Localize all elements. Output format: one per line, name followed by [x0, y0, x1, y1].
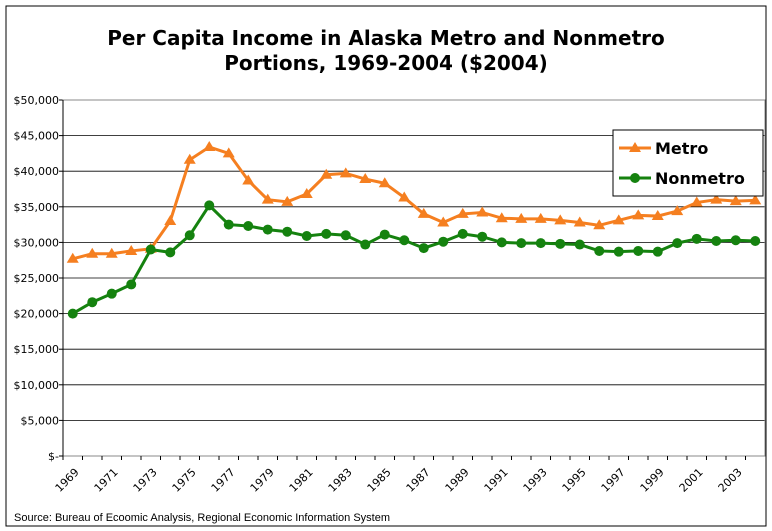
data-point [457, 228, 468, 239]
data-point [495, 212, 508, 223]
data-point [729, 195, 742, 206]
data-point [750, 235, 761, 246]
data-point [711, 235, 722, 246]
data-point [87, 297, 98, 308]
y-tick-label: $20,000 [14, 308, 60, 321]
data-point [652, 246, 663, 257]
data-point [164, 215, 177, 226]
data-point [515, 212, 528, 223]
data-point [359, 173, 372, 184]
data-point [574, 239, 585, 250]
data-point [477, 231, 488, 242]
data-point [360, 239, 371, 250]
legend-label: Nonmetro [655, 169, 745, 188]
data-point [223, 219, 234, 230]
data-point [125, 244, 138, 255]
data-point [320, 168, 333, 179]
data-point [554, 214, 567, 225]
chart-border [5, 5, 767, 527]
data-point [633, 245, 644, 256]
data-point [105, 247, 118, 258]
data-point [203, 140, 216, 151]
data-point [594, 245, 605, 256]
y-tick-label: $45,000 [14, 130, 60, 143]
data-point [126, 279, 137, 290]
data-point [339, 167, 352, 178]
y-tick-label: $40,000 [14, 165, 60, 178]
data-point [671, 205, 684, 216]
data-point [613, 246, 624, 257]
legend: Metro Nonmetro [612, 129, 764, 197]
data-point [222, 147, 235, 158]
data-point [690, 196, 703, 207]
data-point [476, 206, 489, 217]
y-tick-label: $15,000 [14, 343, 60, 356]
data-point [534, 212, 547, 223]
data-point [629, 142, 641, 152]
data-point [379, 229, 390, 240]
data-point [399, 235, 410, 246]
legend-box [612, 129, 764, 197]
data-point [516, 238, 527, 249]
chart-title: Per Capita Income in Alaska Metro and No… [107, 26, 665, 75]
y-tick-label: $5,000 [21, 414, 60, 427]
data-point [398, 191, 411, 202]
data-point [243, 221, 254, 232]
data-point [535, 238, 546, 249]
data-point [672, 238, 683, 249]
data-point [630, 173, 640, 183]
data-point [242, 174, 255, 185]
data-point [281, 195, 294, 206]
data-point [730, 235, 741, 246]
data-point [749, 194, 762, 205]
data-point [612, 214, 625, 225]
data-point [437, 216, 450, 227]
y-tick-label: $35,000 [14, 201, 60, 214]
data-point [593, 219, 606, 230]
data-point [66, 252, 79, 263]
data-point [67, 308, 78, 319]
y-tick-label: $- [48, 450, 59, 463]
data-point [632, 209, 645, 220]
data-point [418, 243, 429, 254]
data-point [555, 238, 566, 249]
data-point [710, 193, 723, 204]
data-point [300, 187, 313, 198]
data-point [417, 207, 430, 218]
data-point [573, 216, 586, 227]
data-point [651, 210, 664, 221]
data-point [262, 224, 273, 235]
data-point [165, 247, 176, 258]
data-point [261, 193, 274, 204]
y-tick-label: $25,000 [14, 272, 60, 285]
legend-label: Metro [655, 139, 708, 158]
source-note: Source: Bureau of Ecoomic Analysis, Regi… [14, 512, 391, 524]
data-point [378, 177, 391, 188]
data-point [145, 244, 156, 255]
data-point [691, 233, 702, 244]
y-tick-label: $30,000 [14, 236, 60, 249]
data-point [184, 230, 195, 241]
data-point [204, 200, 215, 211]
data-point [496, 237, 507, 248]
data-point [282, 226, 293, 237]
data-point [321, 228, 332, 239]
data-point [340, 230, 351, 241]
data-point [106, 288, 117, 299]
data-point [438, 236, 449, 247]
data-point [183, 153, 196, 164]
y-tick-label: $50,000 [14, 94, 60, 107]
data-point [456, 207, 469, 218]
y-tick-label: $10,000 [14, 379, 60, 392]
data-point [86, 247, 99, 258]
data-point [301, 230, 312, 241]
